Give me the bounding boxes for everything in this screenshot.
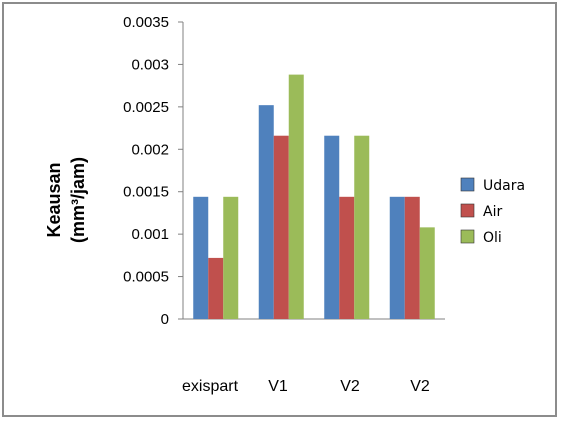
x-category-label: V2 [410,378,430,395]
x-axis-labels: exispart V1 V2 V2 [182,378,430,395]
bars [193,74,435,320]
y-tick-label: 0.0005 [123,269,169,286]
bar-oli-1 [288,74,304,320]
legend-swatch-udara [460,177,475,192]
bar-udara-2 [324,135,340,319]
y-tick-label: 0.0035 [123,14,169,31]
legend-label-air: Air [483,204,502,220]
y-axis-label-line2: (mm³/jam) [68,157,88,243]
y-tick-label: 0.0025 [123,99,169,116]
legend-swatch-air [460,203,475,218]
legend: Udara Air Oli [460,177,525,246]
legend-label-udara: Udara [483,178,525,194]
y-tick-label: 0.003 [131,56,169,73]
bar-oli-0 [223,196,239,319]
legend-label-oli: Oli [483,230,502,246]
y-tick-label: 0.0015 [123,184,169,201]
bar-udara-3 [389,196,405,319]
x-category-label: exispart [182,378,239,395]
y-axis-label-line1: Keausan [44,162,64,237]
bar-oli-3 [419,227,435,319]
bar-udara-1 [258,105,274,319]
bar-oli-2 [354,135,370,319]
y-tick-label: 0 [161,311,169,328]
y-tick-label: 0.002 [131,141,169,158]
bar-air-3 [404,196,420,319]
x-category-label: V2 [340,378,360,395]
bar-air-1 [273,135,289,319]
bar-air-0 [208,257,224,319]
x-category-label: V1 [268,378,288,395]
y-axis-label: Keausan (mm³/jam) [44,157,88,243]
axes: 0 0.0005 0.001 0.0015 0.002 0.0025 0.003 0.0035 [123,14,445,328]
y-tick-label: 0.001 [131,226,169,243]
bar-air-2 [339,196,355,319]
bar-udara-0 [193,196,209,319]
legend-swatch-oli [460,229,475,244]
